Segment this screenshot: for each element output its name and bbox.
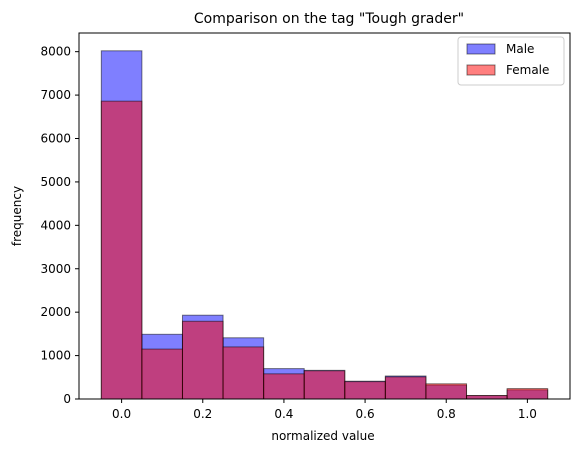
bar-female-2: [181, 320, 224, 400]
y-tick-label: 8000: [40, 45, 71, 59]
x-axis-label: normalized value: [271, 429, 374, 443]
legend: Male Female: [457, 36, 565, 86]
x-tick-label: 0.0: [112, 407, 131, 421]
legend-label-male: Male: [506, 42, 534, 56]
y-tick-label: 2000: [40, 305, 71, 319]
x-tick-label: 0.6: [356, 407, 375, 421]
legend-label-female: Female: [506, 63, 549, 77]
y-tick-label: 5000: [40, 175, 71, 189]
bar-female-10: [506, 388, 549, 400]
legend-swatch-female: [466, 64, 496, 76]
legend-swatch-male: [466, 43, 496, 55]
bar-female-5: [303, 370, 346, 400]
y-axis-label: frequency: [10, 186, 24, 246]
y-tick-label: 0: [63, 392, 71, 406]
bar-female-1: [141, 348, 183, 400]
bar-female-8: [425, 383, 468, 400]
x-tick-label: 1.0: [518, 407, 537, 421]
y-tick-label: 7000: [40, 88, 71, 102]
x-axis-ticks: 0.0 0.2 0.4 0.6 0.8 1.0: [112, 399, 537, 421]
plot-frame: [78, 32, 571, 400]
bars-group: [100, 50, 549, 400]
bar-female-0: [100, 100, 143, 400]
y-tick-label: 4000: [40, 218, 71, 232]
x-tick-label: 0.2: [193, 407, 212, 421]
x-tick-label: 0.4: [274, 407, 293, 421]
y-tick-label: 6000: [40, 132, 71, 146]
x-tick-label: 0.8: [437, 407, 456, 421]
bar-female-6: [344, 381, 386, 400]
bar-female-7: [384, 376, 427, 400]
bar-female-3: [222, 346, 265, 400]
bar-female-4: [263, 373, 305, 400]
y-axis-ticks: 0 1000 2000 3000 4000 5000 6000 7000 8000: [40, 45, 79, 406]
y-tick-label: 1000: [40, 349, 71, 363]
y-tick-label: 3000: [40, 262, 71, 276]
chart-title: Comparison on the tag "Tough grader": [194, 11, 464, 27]
bar-female-9: [466, 395, 508, 400]
